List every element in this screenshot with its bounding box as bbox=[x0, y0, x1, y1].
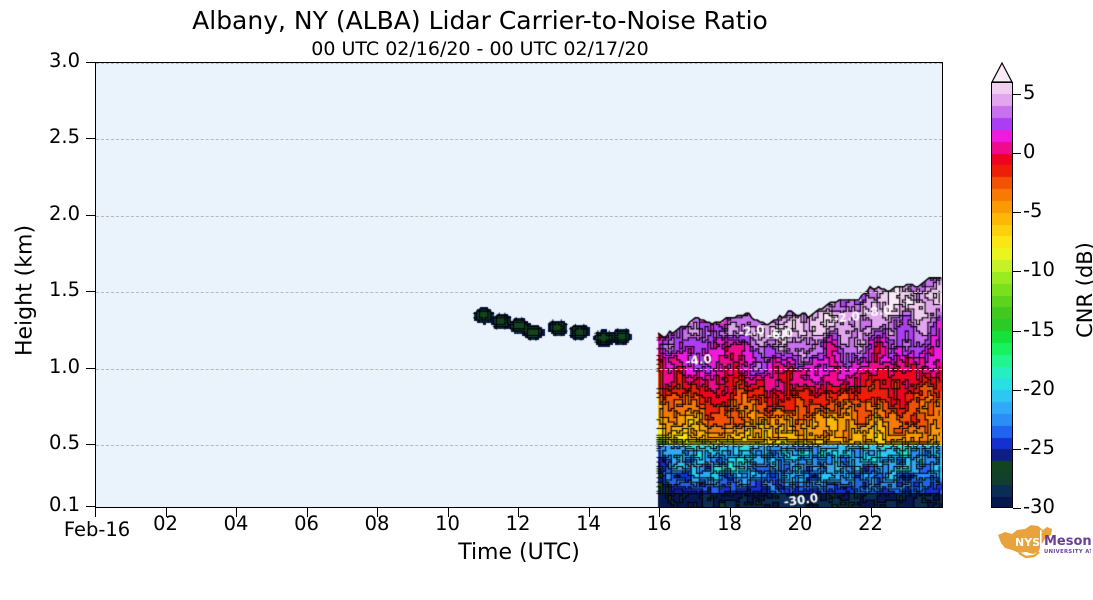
x-tick bbox=[800, 508, 801, 517]
x-tick bbox=[588, 508, 590, 517]
x-tick bbox=[95, 508, 96, 517]
x-tick-label: 06 bbox=[294, 512, 319, 535]
colorbar-tick bbox=[1013, 271, 1021, 273]
y-tick-label: 1.0 bbox=[48, 354, 80, 378]
colorbar-tick-label: -30 bbox=[1023, 495, 1055, 518]
colorbar-tick bbox=[1013, 389, 1021, 391]
y-tick bbox=[86, 62, 95, 63]
x-tick-label: 20 bbox=[787, 512, 813, 535]
colorbar-tick-label: -20 bbox=[1023, 376, 1055, 400]
x-tick-label: 14 bbox=[576, 512, 601, 535]
x-tick bbox=[447, 508, 449, 517]
plot-title: Albany, NY (ALBA) Lidar Carrier-to-Noise… bbox=[192, 6, 768, 35]
colorbar bbox=[991, 62, 1013, 508]
y-tick-label: 0.1 bbox=[48, 493, 80, 516]
x-tick bbox=[236, 508, 237, 517]
y-tick bbox=[86, 138, 95, 140]
y-tick-label: 0.5 bbox=[48, 431, 80, 454]
colorbar-tick-label: 0 bbox=[1023, 140, 1036, 163]
colorbar-tick bbox=[1013, 93, 1021, 95]
colorbar-tick bbox=[1013, 212, 1021, 214]
plot-subtitle: 00 UTC 02/16/20 - 00 UTC 02/17/20 bbox=[311, 38, 649, 60]
y-tick bbox=[86, 214, 95, 216]
colorbar-tick bbox=[1013, 153, 1021, 154]
svg-text:Mesonet: Mesonet bbox=[1044, 534, 1091, 549]
colorbar-tick-label: 5 bbox=[1023, 80, 1036, 104]
colorbar-title: CNR (dB) bbox=[1073, 242, 1093, 338]
x-tick-label: 18 bbox=[717, 512, 742, 535]
y-tick bbox=[86, 291, 95, 293]
gridline bbox=[96, 292, 942, 294]
colorbar-tick bbox=[1013, 508, 1021, 509]
x-tick bbox=[377, 508, 378, 517]
colorbar-tick-label: -10 bbox=[1023, 258, 1055, 282]
x-tick bbox=[518, 508, 519, 517]
contour-field bbox=[96, 63, 942, 507]
gridline bbox=[96, 368, 942, 370]
x-tick bbox=[659, 508, 660, 517]
x-tick bbox=[729, 508, 731, 517]
y-tick-label: 3.0 bbox=[48, 49, 80, 72]
x-tick-label: 16 bbox=[646, 512, 672, 535]
x-tick-label: 04 bbox=[223, 512, 249, 535]
x-tick-label: 22 bbox=[858, 512, 883, 535]
x-tick bbox=[165, 508, 167, 517]
nys-mesonet-logo: NYS Mesonet UNIVERSITY AT ALBANY bbox=[995, 521, 1091, 565]
y-tick-label: 2.0 bbox=[48, 201, 80, 225]
gridline bbox=[96, 215, 942, 217]
svg-text:UNIVERSITY AT ALBANY: UNIVERSITY AT ALBANY bbox=[1044, 549, 1091, 555]
x-tick-label: 12 bbox=[505, 512, 531, 535]
colorbar-tick-label: -5 bbox=[1023, 199, 1043, 223]
colorbar-tick-label: -15 bbox=[1023, 317, 1055, 341]
y-axis-title: Height (km) bbox=[12, 224, 38, 357]
gridline bbox=[96, 445, 942, 446]
x-tick bbox=[306, 508, 308, 517]
plot-area bbox=[95, 62, 943, 508]
colorbar-tick bbox=[1013, 330, 1021, 332]
colorbar-tick bbox=[1013, 448, 1021, 450]
colorbar-tick-label: -25 bbox=[1023, 435, 1055, 459]
x-axis-title: Time (UTC) bbox=[458, 540, 580, 565]
svg-text:NYS: NYS bbox=[1015, 536, 1040, 549]
colorbar-extend-arrow bbox=[991, 62, 1013, 83]
x-tick-label: 08 bbox=[364, 512, 390, 535]
y-tick bbox=[86, 367, 95, 369]
y-tick bbox=[86, 506, 95, 507]
x-tick-label: 02 bbox=[153, 512, 178, 535]
new-york-state-shape bbox=[998, 525, 1052, 559]
colorbar-gradient bbox=[991, 82, 1013, 508]
gridline bbox=[96, 63, 942, 64]
x-tick-label: 10 bbox=[435, 512, 460, 535]
y-tick-label: 2.5 bbox=[48, 125, 80, 149]
gridline bbox=[96, 139, 942, 141]
x-tick bbox=[870, 508, 872, 517]
x-tick-label: Feb-16 bbox=[63, 518, 131, 541]
y-tick-label: 1.5 bbox=[48, 278, 80, 302]
y-tick bbox=[86, 444, 95, 445]
